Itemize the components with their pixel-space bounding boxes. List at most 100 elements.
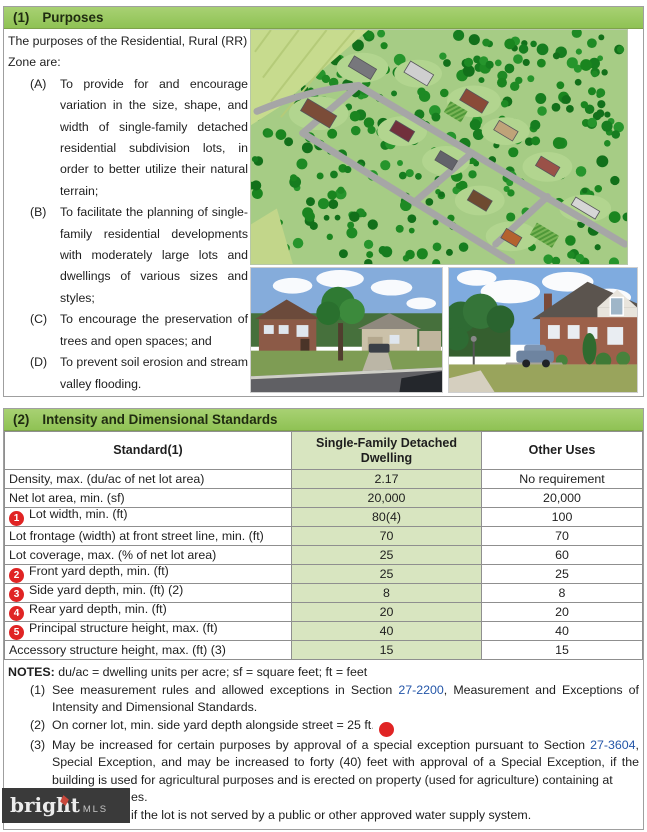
- table-row: Density, max. (du/ac of net lot area) 2.1…: [4, 469, 643, 489]
- column-header: Single-Family Detached Dwelling: [291, 431, 482, 470]
- purposes-text: The purposes of the Residential, Rural (…: [8, 31, 248, 395]
- standards-title: Intensity and Dimensional Standards: [42, 412, 278, 427]
- standard-cell: 4 Rear yard depth, min. (ft): [4, 602, 292, 622]
- brightmls-watermark: bright ¨ MLS: [2, 784, 130, 823]
- purpose-item: (A) To provide for and encourage variatio…: [8, 74, 248, 202]
- note-number: (3): [30, 737, 46, 752]
- logo-umlaut-icon: ¨: [70, 784, 74, 796]
- standard-cell: 5 Principal structure height, max. (ft): [4, 621, 292, 641]
- table-row: 3 Side yard depth, min. (ft) (2) 8 8: [4, 583, 643, 603]
- standard-cell: Lot coverage, max. (% of net lot area): [4, 545, 292, 565]
- standard-cell: Net lot area, min. (sf): [4, 488, 292, 508]
- note-text: , Measurement and Exceptions of Intensit…: [52, 682, 639, 715]
- street-photo-left: [250, 267, 443, 393]
- single-family-value-cell: 8: [291, 583, 482, 603]
- note-text: See measurement rules and allowed except…: [52, 682, 399, 697]
- red-circle-marker: 5: [9, 625, 24, 640]
- table-row: Accessory structure height, max. (ft) (3…: [4, 640, 643, 660]
- single-family-value-cell: 20,000: [291, 488, 482, 508]
- standards-table: Standard(1) Single-Family Detached Dwelli…: [4, 431, 643, 660]
- standards-section: (2) Intensity and Dimensional Standards S…: [3, 408, 644, 830]
- table-row: 5 Principal structure height, max. (ft) 40…: [4, 621, 643, 641]
- purposes-intro: The purposes of the Residential, Rural (…: [8, 34, 248, 70]
- purpose-item-label: (B): [30, 205, 47, 220]
- single-family-value-cell: 2.17: [291, 469, 482, 489]
- other-uses-value-cell: 40: [481, 621, 643, 641]
- note-last-line: if the lot is not served by a public or …: [131, 807, 532, 822]
- other-uses-value-cell: 25: [481, 564, 643, 584]
- note-item: (3) May be increased for certain purposes…: [8, 737, 639, 790]
- purpose-item-text: To facilitate the planning of single-fam…: [60, 205, 248, 305]
- purpose-item-text: To encourage the preservation of trees a…: [60, 312, 248, 348]
- single-family-value-cell: 25: [291, 545, 482, 565]
- purposes-section: (1) Purposes The purposes of the Resident…: [3, 6, 644, 397]
- purpose-item-label: (A): [30, 76, 47, 91]
- note-text: On corner lot, min. side yard depth alon…: [52, 717, 375, 732]
- other-uses-value-cell: 100: [481, 507, 643, 527]
- other-uses-value-cell: 60: [481, 545, 643, 565]
- notes-label: NOTES:: [8, 665, 55, 679]
- red-circle-marker: 3: [9, 587, 24, 602]
- other-uses-value-cell: 70: [481, 526, 643, 546]
- note-text: May be increased for certain purposes by…: [52, 737, 591, 752]
- table-row: 4 Rear yard depth, min. (ft) 20 20: [4, 602, 643, 622]
- note-item: (2) On corner lot, min. side yard depth a…: [8, 717, 639, 737]
- single-family-value-cell: 70: [291, 526, 482, 546]
- red-circle-marker: 1: [9, 511, 24, 526]
- standards-number: (2): [13, 412, 30, 427]
- brightmls-logo: bright: [10, 793, 80, 817]
- note-covered-tail: es.: [131, 790, 148, 804]
- red-circle-marker: 2: [9, 568, 24, 583]
- single-family-value-cell: 15: [291, 640, 482, 660]
- purposes-title: Purposes: [42, 10, 104, 25]
- purposes-header-bar: (1) Purposes: [4, 7, 643, 29]
- table-row: Lot coverage, max. (% of net lot area) 25…: [4, 545, 643, 565]
- other-uses-value-cell: No requirement: [481, 469, 643, 489]
- other-uses-value-cell: 15: [481, 640, 643, 660]
- single-family-value-cell: 25: [291, 564, 482, 584]
- section-link[interactable]: 27-2200: [398, 682, 444, 697]
- notes: NOTES: du/ac = dwelling units per acre; …: [4, 660, 643, 824]
- notes-abbreviations: du/ac = dwelling units per acre; sf = sq…: [54, 665, 368, 679]
- note-number: (1): [30, 682, 46, 697]
- note-text: , Special Exception, and may be increase…: [52, 737, 639, 787]
- note-item: (1) See measurement rules and allowed exc…: [8, 682, 639, 717]
- standard-cell: Accessory structure height, max. (ft) (3…: [4, 640, 292, 660]
- red-circle-marker: 4: [9, 606, 24, 621]
- table-header-row: Standard(1) Single-Family Detached Dwelli…: [4, 431, 643, 470]
- purpose-item: (B) To facilitate the planning of single-…: [8, 202, 248, 309]
- purpose-item-label: (D): [30, 355, 48, 370]
- purpose-item-text: To provide for and encourage variation i…: [60, 76, 248, 198]
- standard-cell: 1 Lot width, min. (ft): [4, 507, 292, 527]
- notes-header: NOTES: du/ac = dwelling units per acre; …: [8, 664, 639, 682]
- single-family-value-cell: 20: [291, 602, 482, 622]
- section-link[interactable]: 27-3604: [590, 737, 636, 752]
- purpose-item: (C) To encourage the preservation of tree…: [8, 309, 248, 352]
- standard-cell: Density, max. (du/ac of net lot area): [4, 469, 292, 489]
- street-photo-right: [448, 267, 638, 393]
- note-number: (2): [30, 717, 46, 732]
- purposes-number: (1): [13, 10, 30, 25]
- column-header: Other Uses: [481, 431, 643, 470]
- houses: [300, 55, 601, 248]
- other-uses-value-cell: 20,000: [481, 488, 643, 508]
- standard-cell: 3 Side yard depth, min. (ft) (2): [4, 583, 292, 603]
- standards-header-bar: (2) Intensity and Dimensional Standards: [4, 409, 643, 431]
- other-uses-value-cell: 8: [481, 583, 643, 603]
- standard-cell: 2 Front yard depth, min. (ft): [4, 564, 292, 584]
- brightmls-mls-label: MLS: [82, 804, 108, 815]
- purpose-item: (D) To prevent soil erosion and stream va…: [8, 352, 248, 395]
- table-row: Net lot area, min. (sf) 20,000 20,000: [4, 488, 643, 508]
- red-circle-marker: 6: [372, 721, 394, 737]
- single-family-value-cell: 80(4): [291, 507, 482, 527]
- other-uses-value-cell: 20: [481, 602, 643, 622]
- single-family-value-cell: 40: [291, 621, 482, 641]
- purposes-items: (A) To provide for and encourage variatio…: [8, 74, 248, 395]
- purpose-item-label: (C): [30, 312, 48, 327]
- notes-items: (1) See measurement rules and allowed exc…: [8, 682, 639, 790]
- purpose-item-text: To prevent soil erosion and stream valle…: [60, 355, 248, 391]
- aerial-subdivision-image: [250, 29, 628, 265]
- table-row: 2 Front yard depth, min. (ft) 25 25: [4, 564, 643, 584]
- column-header: Standard(1): [4, 431, 292, 470]
- table-row: Lot frontage (width) at front street lin…: [4, 526, 643, 546]
